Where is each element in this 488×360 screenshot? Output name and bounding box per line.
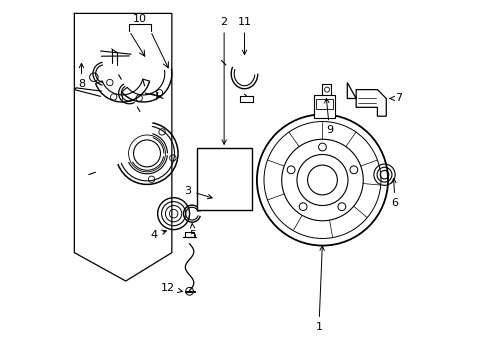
Text: 11: 11: [237, 17, 251, 55]
Bar: [316, 99, 332, 109]
Text: 6: 6: [391, 179, 398, 208]
Text: 7: 7: [389, 94, 402, 103]
Bar: [196, 148, 251, 210]
Text: 12: 12: [161, 283, 182, 293]
Text: 5: 5: [189, 224, 196, 240]
Text: 3: 3: [184, 186, 212, 199]
Bar: [314, 95, 334, 118]
Text: 10: 10: [133, 14, 146, 24]
Text: 8: 8: [78, 63, 85, 89]
Text: 2: 2: [220, 17, 227, 144]
Text: 4: 4: [150, 230, 166, 240]
Text: 9: 9: [324, 98, 332, 135]
Text: 1: 1: [315, 246, 324, 332]
